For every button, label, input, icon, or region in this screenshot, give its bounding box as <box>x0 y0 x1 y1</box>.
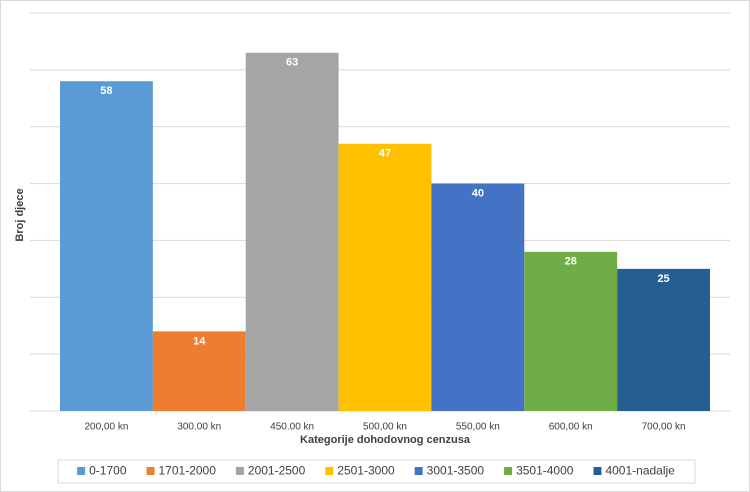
legend-label: 3001-3500 <box>427 464 485 478</box>
data-label: 28 <box>565 256 577 268</box>
data-label: 25 <box>657 273 669 285</box>
legend-label: 2001-2500 <box>248 464 306 478</box>
x-tick-label: 550,00 kn <box>456 422 500 433</box>
legend-label: 4001-nadalje <box>605 464 675 478</box>
x-tick-label: 700,00 kn <box>642 422 686 433</box>
data-label: 47 <box>379 148 391 160</box>
bar <box>152 331 246 411</box>
x-axis-title: Kategorije dohodovnog cenzusa <box>300 434 471 446</box>
y-axis-title: Broj djece <box>14 188 26 241</box>
bar <box>245 52 339 412</box>
legend-label: 3501-4000 <box>516 464 574 478</box>
x-tick-label: 450.00 kn <box>270 422 314 433</box>
bar <box>338 143 432 411</box>
x-tick-label: 200,00 kn <box>84 422 128 433</box>
legend-swatch <box>77 467 86 475</box>
x-tick-label: 600,00 kn <box>549 422 593 433</box>
legend-swatch <box>593 467 602 475</box>
bar <box>431 183 525 411</box>
x-tick-label: 300.00 kn <box>177 422 221 433</box>
legend-swatch <box>146 467 155 475</box>
legend-label: 2501-3000 <box>337 464 395 478</box>
legend-swatch <box>325 467 334 475</box>
legend-swatch <box>235 467 244 475</box>
data-label: 40 <box>472 187 484 199</box>
data-label: 14 <box>193 335 206 347</box>
legend-label: 1701-2000 <box>159 464 217 478</box>
x-tick-label: 500,00 kn <box>363 422 407 433</box>
legend-swatch <box>414 467 423 475</box>
data-label: 58 <box>100 85 112 97</box>
legend-frame <box>57 459 696 484</box>
legend-swatch <box>504 467 513 475</box>
bar <box>60 81 153 411</box>
legend-label: 0-1700 <box>89 464 127 478</box>
data-label: 63 <box>286 57 298 69</box>
bar <box>617 268 710 411</box>
bar <box>524 251 618 411</box>
